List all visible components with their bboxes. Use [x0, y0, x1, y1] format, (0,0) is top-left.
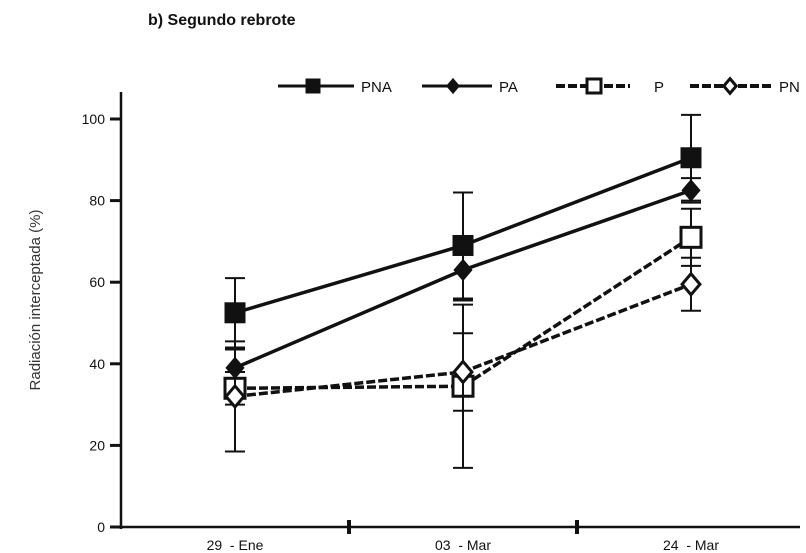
chart-axes: 0 20 40 60 80 100 29 - Ene 03 - Mar 24 - Mar: [82, 92, 800, 553]
y-axis-title: Radiación interceptada (%): [27, 210, 44, 391]
data-point-p: [679, 225, 703, 249]
legend-item-p: P: [556, 77, 664, 96]
y-tick-label: 0: [97, 519, 105, 535]
y-tick-label: 40: [89, 356, 105, 372]
chart-legend: PNA PA P PN: [278, 76, 800, 96]
data-point-pna: [224, 302, 246, 324]
legend-item-pa: PA: [422, 77, 518, 96]
legend-marker: [585, 77, 603, 95]
data-point-pa: [681, 179, 701, 202]
y-tick-label: 60: [89, 274, 105, 290]
x-tick-label: 24 - Mar: [663, 537, 719, 553]
legend-item-pna: PNA: [278, 78, 392, 96]
chart-title: b) Segundo rebrote: [148, 12, 296, 29]
data-point-pn: [224, 383, 246, 410]
data-point-pn: [680, 271, 702, 298]
legend-label: PA: [499, 79, 518, 96]
legend-marker: [446, 77, 460, 95]
legend-marker: [305, 78, 321, 94]
y-tick-label: 80: [89, 193, 105, 209]
series-pa: [225, 177, 701, 388]
legend-label: PNA: [361, 79, 392, 96]
x-tick-label: 03 - Mar: [435, 537, 491, 553]
chart-series: [223, 113, 703, 469]
x-tick-label: 29 - Ene: [207, 537, 264, 553]
legend-item-pn: PN: [690, 76, 800, 96]
data-point-pa: [453, 258, 473, 282]
legend-marker: [721, 76, 739, 96]
y-tick-label: 100: [82, 111, 106, 127]
data-point-pn: [452, 359, 474, 385]
data-point-pna: [680, 147, 702, 169]
legend-label: P: [654, 79, 664, 96]
y-tick-label: 20: [89, 437, 105, 453]
legend-label: PN: [779, 79, 800, 96]
series-pn: [224, 256, 702, 453]
